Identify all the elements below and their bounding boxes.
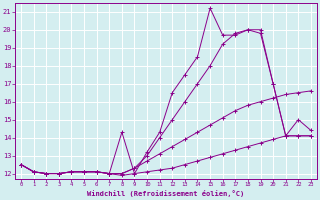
X-axis label: Windchill (Refroidissement éolien,°C): Windchill (Refroidissement éolien,°C) bbox=[87, 190, 244, 197]
